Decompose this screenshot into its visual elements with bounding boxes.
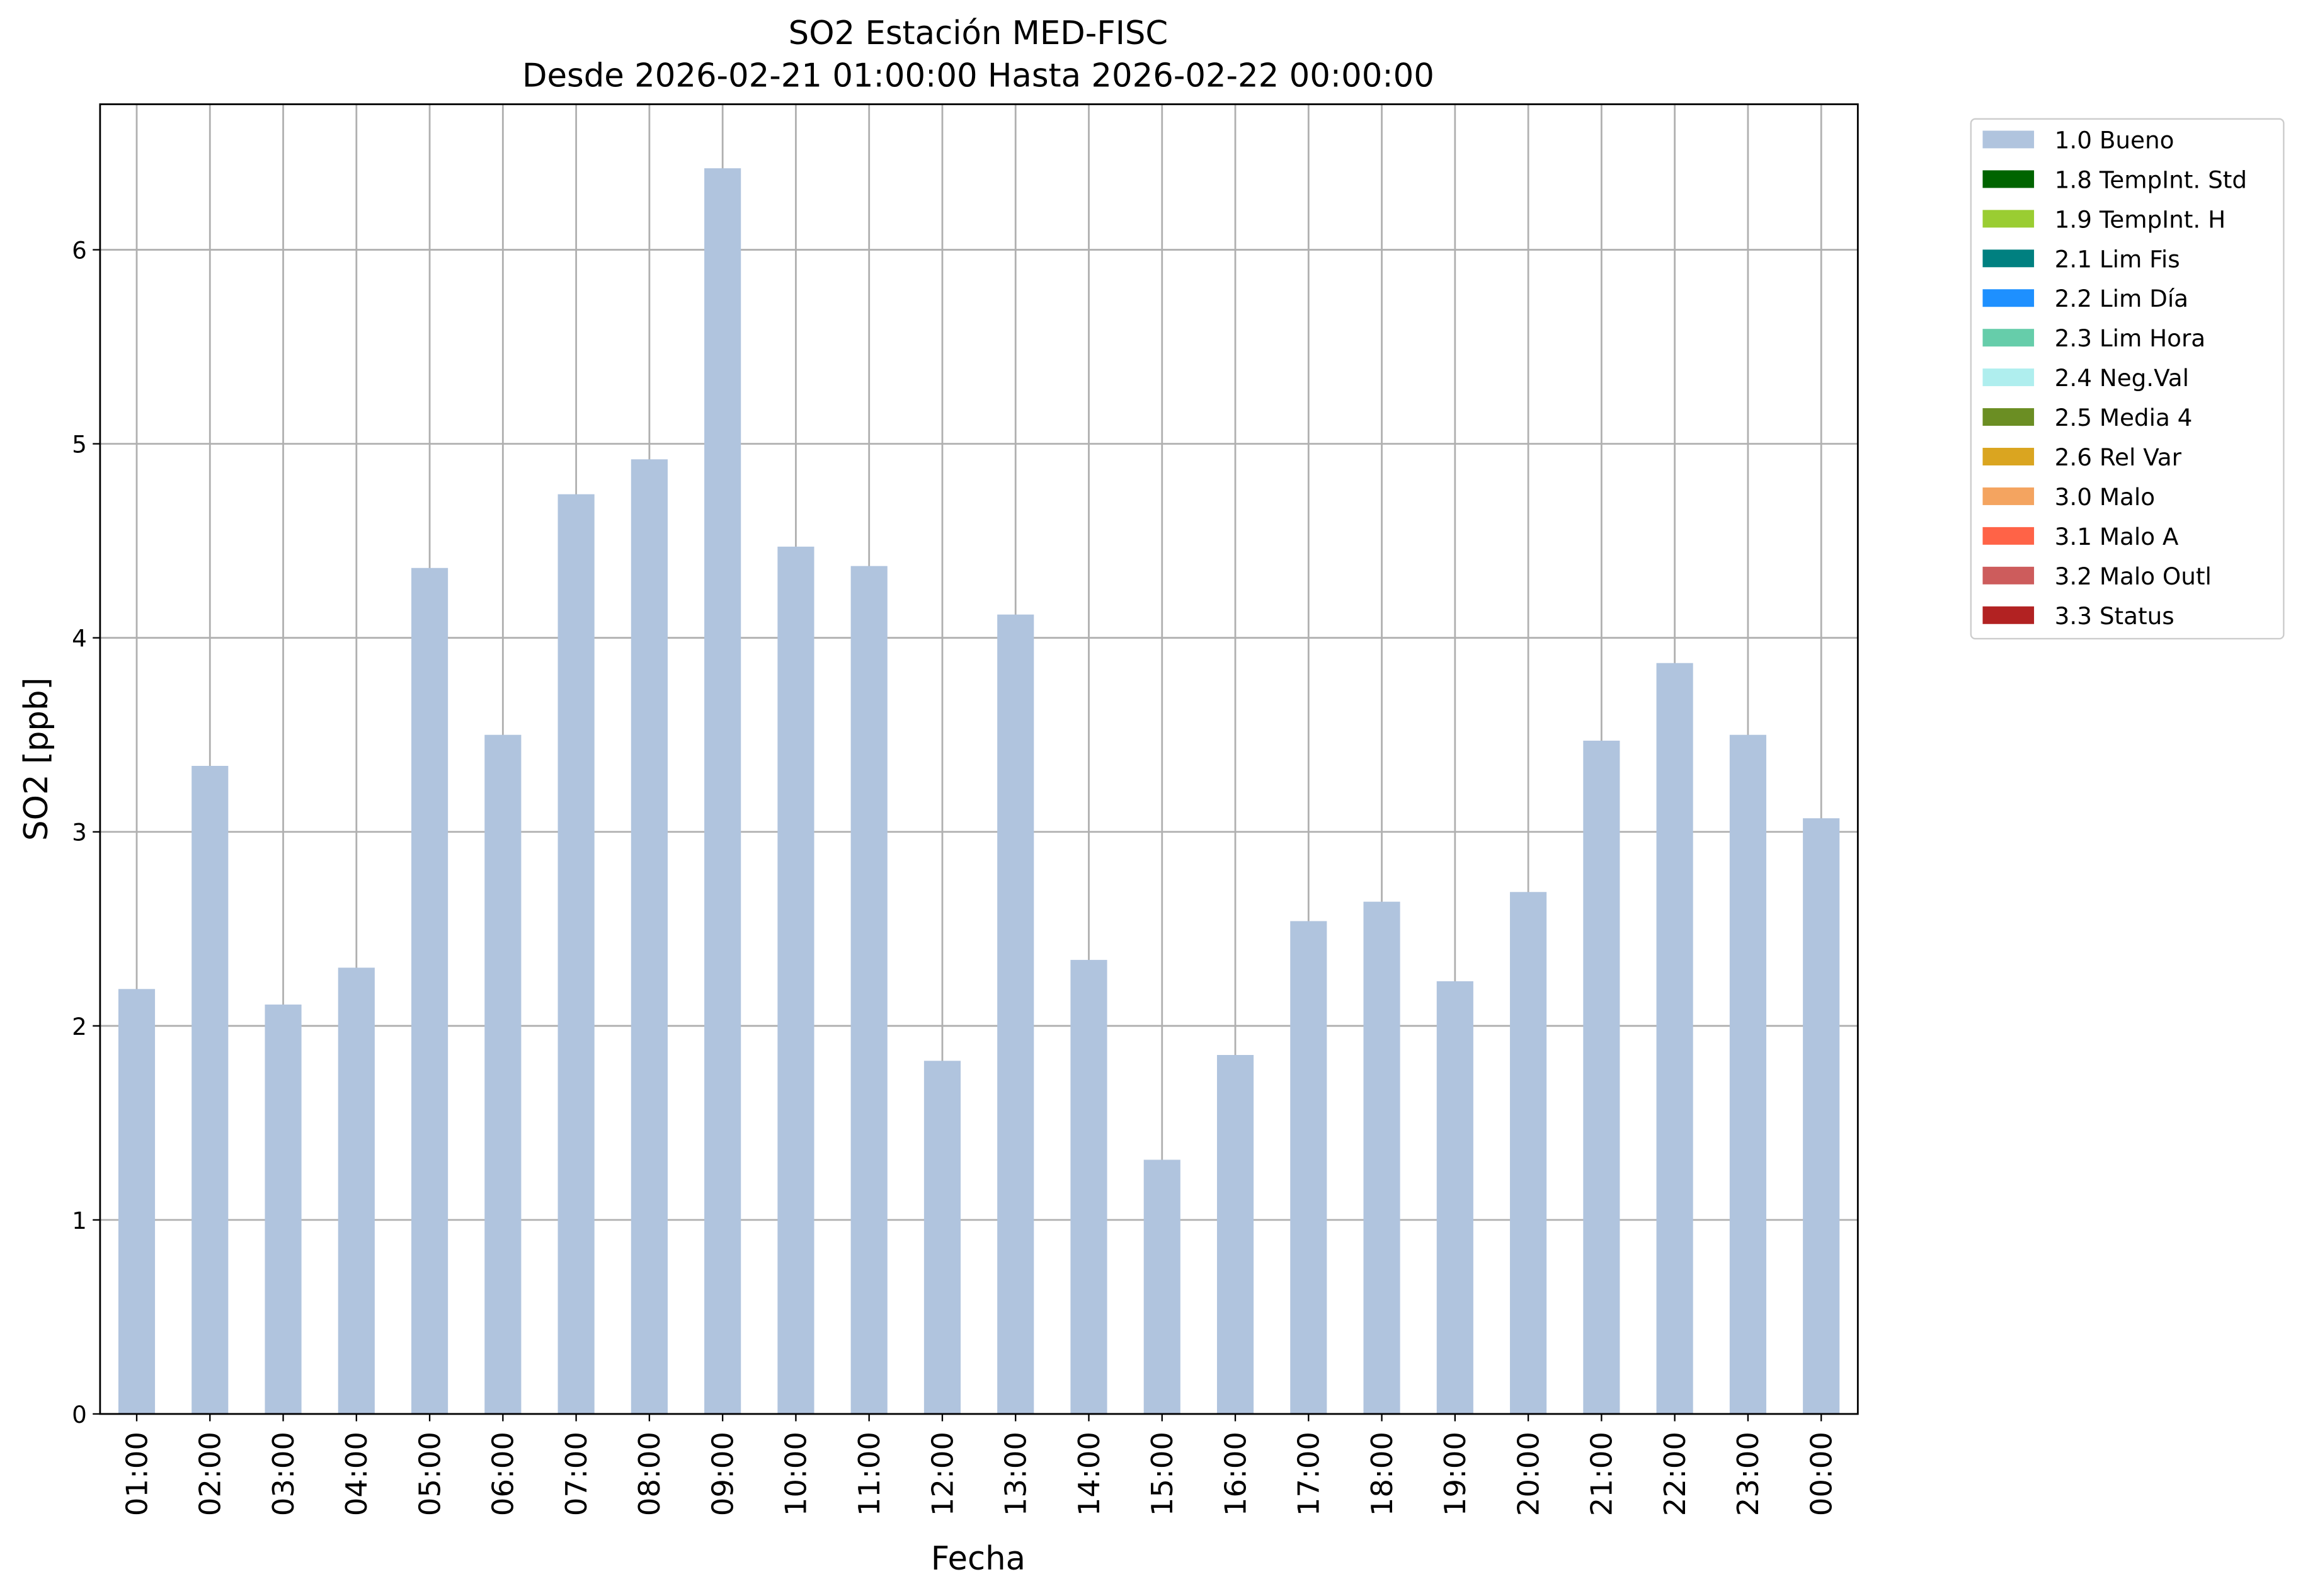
legend-swatch bbox=[1982, 329, 2035, 347]
x-tick-label: 10:00 bbox=[779, 1432, 813, 1516]
legend-label: 2.1 Lim Fis bbox=[2055, 245, 2180, 273]
bar bbox=[997, 614, 1034, 1414]
legend-label: 2.3 Lim Hora bbox=[2055, 324, 2205, 352]
y-tick-label: 5 bbox=[72, 431, 87, 459]
bar bbox=[631, 459, 668, 1414]
legend-label: 3.2 Malo Outl bbox=[2055, 562, 2212, 590]
legend-label: 1.0 Bueno bbox=[2055, 126, 2174, 154]
bar bbox=[923, 1061, 961, 1414]
legend-swatch bbox=[1982, 289, 2035, 307]
legend-label: 1.8 TempInt. Std bbox=[2055, 166, 2247, 193]
y-tick-label: 2 bbox=[72, 1013, 87, 1040]
x-tick-label: 19:00 bbox=[1438, 1432, 1472, 1516]
x-tick-label: 22:00 bbox=[1658, 1432, 1692, 1516]
legend-swatch bbox=[1982, 566, 2035, 584]
bar bbox=[118, 989, 156, 1414]
legend-label: 2.4 Neg.Val bbox=[2055, 364, 2189, 392]
legend-label: 3.0 Malo bbox=[2055, 483, 2155, 511]
x-tick-label: 13:00 bbox=[999, 1432, 1033, 1516]
legend-label: 1.9 TempInt. H bbox=[2055, 205, 2226, 233]
x-tick-label: 01:00 bbox=[120, 1432, 154, 1516]
bar bbox=[1436, 981, 1473, 1414]
x-tick-label: 23:00 bbox=[1731, 1432, 1765, 1516]
legend-swatch bbox=[1982, 130, 2035, 149]
x-tick-label: 06:00 bbox=[486, 1432, 520, 1516]
x-tick-label: 08:00 bbox=[632, 1432, 666, 1516]
legend-box bbox=[1970, 118, 2285, 640]
legend-swatch bbox=[1982, 408, 2035, 426]
legend-label: 2.2 Lim Día bbox=[2055, 285, 2188, 312]
x-tick-label: 18:00 bbox=[1365, 1432, 1399, 1516]
bar bbox=[1729, 734, 1766, 1414]
y-tick-label: 0 bbox=[72, 1401, 87, 1428]
x-tick-label: 02:00 bbox=[193, 1432, 227, 1516]
legend-label: 2.5 Media 4 bbox=[2055, 404, 2193, 431]
x-tick-label: 12:00 bbox=[925, 1432, 959, 1516]
x-tick-label: 17:00 bbox=[1292, 1432, 1326, 1516]
x-tick-label: 07:00 bbox=[559, 1432, 593, 1516]
y-tick-label: 3 bbox=[72, 819, 87, 846]
legend-label: 3.3 Status bbox=[2055, 602, 2174, 630]
legend-swatch bbox=[1982, 448, 2035, 465]
bar bbox=[338, 967, 375, 1414]
x-tick-label: 05:00 bbox=[413, 1432, 447, 1516]
x-tick-label: 09:00 bbox=[706, 1432, 740, 1516]
bar bbox=[411, 567, 449, 1414]
x-tick-label: 04:00 bbox=[340, 1432, 374, 1516]
x-tick-label: 16:00 bbox=[1218, 1432, 1252, 1516]
legend-label: 3.1 Malo A bbox=[2055, 523, 2179, 550]
bar bbox=[1656, 663, 1693, 1414]
x-tick-label: 20:00 bbox=[1511, 1432, 1545, 1516]
bar bbox=[777, 546, 814, 1414]
bar bbox=[191, 766, 229, 1414]
legend-label: 2.6 Rel Var bbox=[2055, 443, 2182, 471]
bar bbox=[1510, 892, 1547, 1414]
plot-frame bbox=[99, 103, 1859, 1415]
bar bbox=[1363, 901, 1400, 1414]
x-tick-label: 15:00 bbox=[1145, 1432, 1179, 1516]
x-tick-label: 00:00 bbox=[1804, 1432, 1838, 1516]
bar bbox=[557, 494, 595, 1414]
bar bbox=[1290, 921, 1327, 1414]
legend-swatch bbox=[1982, 170, 2035, 188]
bar bbox=[265, 1004, 302, 1414]
legend-swatch bbox=[1982, 249, 2035, 268]
legend-swatch bbox=[1982, 368, 2035, 387]
y-axis-label: SO2 [ppb] bbox=[18, 678, 55, 841]
bar bbox=[1216, 1055, 1254, 1414]
bar bbox=[1803, 818, 1840, 1414]
x-tick-label: 11:00 bbox=[852, 1432, 886, 1516]
y-tick-label: 1 bbox=[72, 1207, 87, 1234]
legend-swatch bbox=[1982, 606, 2035, 624]
x-axis-label: Fecha bbox=[931, 1540, 1026, 1578]
y-tick-label: 4 bbox=[72, 625, 87, 653]
x-tick-label: 03:00 bbox=[266, 1432, 300, 1516]
legend-swatch bbox=[1982, 487, 2035, 505]
bars bbox=[118, 168, 1840, 1414]
bar bbox=[704, 168, 741, 1414]
legend-swatch bbox=[1982, 527, 2035, 545]
bar bbox=[1143, 1160, 1180, 1414]
bar bbox=[1583, 740, 1620, 1414]
x-tick-label: 14:00 bbox=[1072, 1432, 1106, 1516]
bar bbox=[484, 734, 522, 1414]
bar bbox=[850, 566, 888, 1414]
bar bbox=[1070, 960, 1107, 1414]
x-tick-label: 21:00 bbox=[1585, 1432, 1619, 1516]
y-tick-label: 6 bbox=[72, 237, 87, 265]
chart-title: SO2 Estación MED-FISC bbox=[789, 14, 1169, 52]
legend-swatch bbox=[1982, 210, 2035, 228]
chart-subtitle: Desde 2026-02-21 01:00:00 Hasta 2026-02-… bbox=[522, 57, 1434, 95]
